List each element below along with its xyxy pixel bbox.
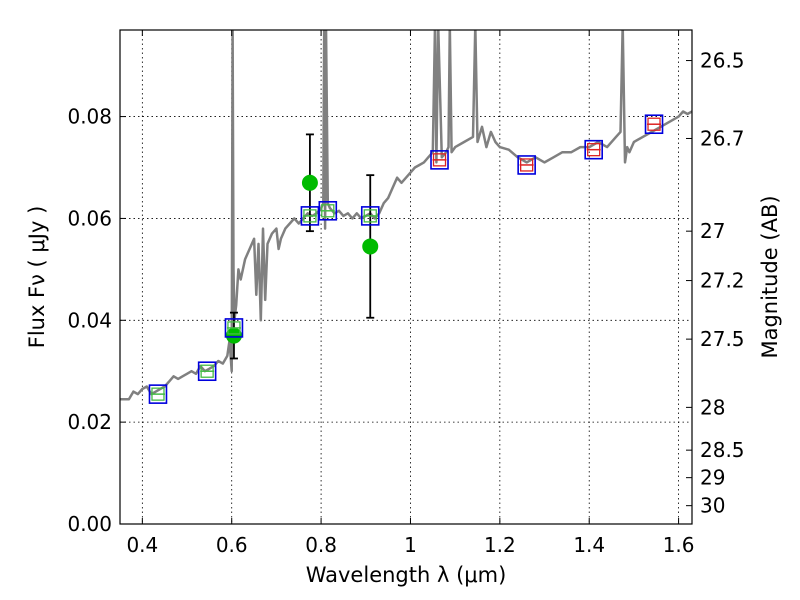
model-photometry-square	[430, 150, 449, 170]
x-axis-label: Wavelength λ (μm)	[306, 563, 507, 587]
spectrum-line	[120, 30, 692, 401]
model-photometry-square	[224, 318, 244, 338]
filter-inner-square	[227, 321, 241, 335]
data-layer	[120, 30, 692, 404]
y-tick-label: 0.08	[67, 105, 112, 129]
filter-inner-square	[363, 209, 377, 223]
plot-background	[120, 30, 692, 524]
y2-tick-label: 27	[700, 219, 725, 243]
model-photometry-square	[517, 155, 536, 175]
y2-tick-label: 27.5	[700, 327, 745, 351]
x-tick-label: 0.8	[305, 533, 337, 557]
y-tick-label: 0.06	[67, 206, 112, 230]
y2-tick-label: 26.7	[700, 126, 745, 150]
plot-frame	[119, 29, 693, 525]
filter-inner-square	[647, 117, 661, 131]
y2-tick-label: 28	[700, 395, 725, 419]
x-tick-label: 1.2	[484, 533, 516, 557]
y-axis-label: Flux Fν ( μJy )	[25, 206, 49, 349]
filter-inner-square	[520, 158, 534, 172]
observed-data-point	[225, 327, 242, 344]
observed-data-point	[301, 174, 318, 191]
y2-tick-label: 29	[700, 466, 725, 490]
y-tick-label: 0.02	[67, 410, 112, 434]
tick-marks: 0.4 0.6 0.8 1 1.2 1.4 1.6 0.00 0.02 0.04 0.06 0.08 2…	[67, 30, 745, 557]
model-photometry-square	[318, 200, 338, 221]
x-tick-label: 0.6	[216, 533, 248, 557]
filter-inner-square	[151, 387, 165, 401]
observed-data-point	[362, 238, 379, 255]
y-tick-label: 0.04	[67, 308, 112, 332]
x-tick-label: 1.6	[663, 533, 695, 557]
y2-tick-label: 28.5	[700, 438, 745, 462]
x-tick-label: 1.4	[573, 533, 605, 557]
x-tick-label: 1	[404, 533, 417, 557]
filter-inner-square	[432, 153, 447, 167]
model-photometry-square	[360, 206, 380, 226]
model-photometry-square	[197, 361, 217, 382]
y-tick-label: 0.00	[67, 512, 112, 536]
y2-axis-label: Magnitude (AB)	[758, 195, 782, 358]
y2-tick-label: 27.2	[700, 269, 745, 293]
y2-tick-label: 26.5	[700, 49, 745, 73]
filter-inner-square	[321, 204, 335, 218]
model-photometry-square	[300, 206, 320, 226]
filter-inner-square	[200, 364, 214, 378]
filter-inner-square	[303, 209, 317, 223]
x-tick-label: 0.4	[126, 533, 158, 557]
filter-inner-square	[587, 143, 601, 157]
model-photometry-square	[644, 114, 664, 135]
model-photometry-square	[148, 384, 168, 404]
y2-tick-label: 30	[700, 494, 725, 518]
model-photometry-square	[584, 139, 603, 160]
